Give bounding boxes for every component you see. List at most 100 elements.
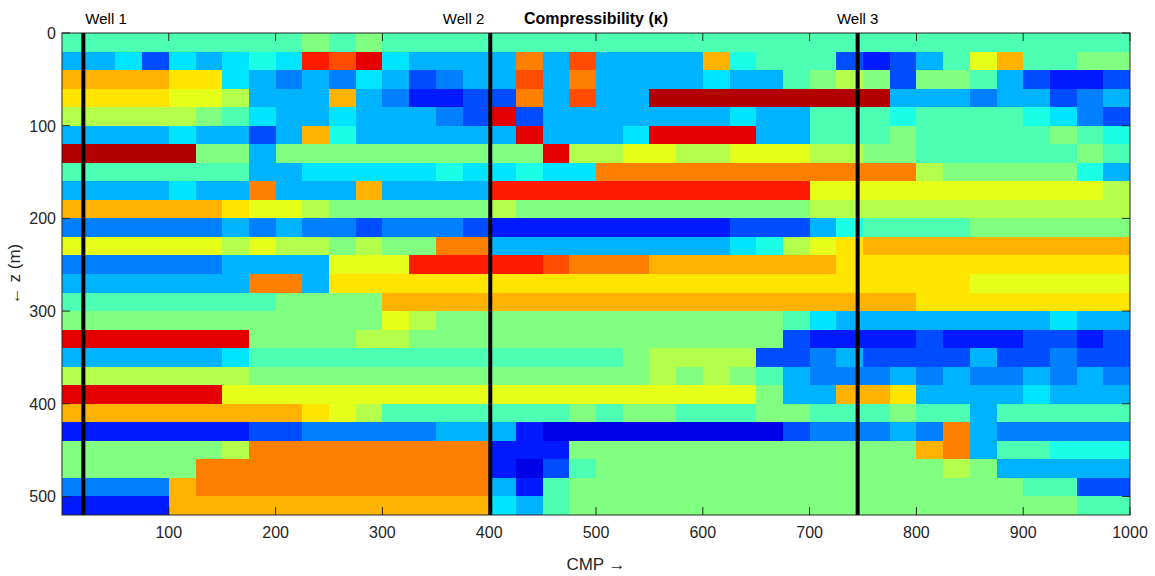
heatmap-cell — [863, 330, 890, 349]
heatmap-cell — [222, 367, 249, 386]
heatmap-cell — [756, 478, 783, 497]
heatmap-cell — [596, 144, 623, 163]
heatmap-cell — [382, 367, 409, 386]
heatmap-cell — [596, 200, 623, 219]
heatmap-cell — [890, 293, 917, 312]
heatmap-cell — [596, 385, 623, 404]
heatmap-cell — [1050, 200, 1077, 219]
heatmap-cell — [356, 70, 383, 89]
heatmap-cell — [623, 33, 650, 52]
heatmap-cell — [115, 52, 142, 71]
heatmap-cell — [863, 478, 890, 497]
x-tick-top — [916, 33, 917, 41]
heatmap-cell — [890, 89, 917, 108]
heatmap-cell — [676, 181, 703, 200]
x-tick — [809, 507, 810, 515]
heatmap-cell — [169, 274, 196, 293]
heatmap-cell — [276, 385, 303, 404]
heatmap-cell — [1077, 237, 1104, 256]
heatmap-cell — [756, 218, 783, 237]
heatmap-cell — [1050, 348, 1077, 367]
y-tick-label: 200 — [29, 210, 56, 227]
heatmap-cell — [169, 126, 196, 145]
heatmap-cell — [1077, 33, 1104, 52]
heatmap-cell — [703, 200, 730, 219]
heatmap-cell — [89, 237, 116, 256]
heatmap-cell — [276, 404, 303, 423]
heatmap-cell — [302, 107, 329, 126]
heatmap-cell — [916, 107, 943, 126]
heatmap-cell — [703, 348, 730, 367]
heatmap-cell — [382, 52, 409, 71]
heatmap-cell — [703, 293, 730, 312]
heatmap-cell — [703, 70, 730, 89]
heatmap-cell — [356, 181, 383, 200]
heatmap-cell — [703, 367, 730, 386]
heatmap-cell — [89, 218, 116, 237]
heatmap-cell — [1050, 293, 1077, 312]
heatmap-cell — [489, 441, 516, 460]
heatmap-cell — [409, 52, 436, 71]
heatmap-cell — [409, 404, 436, 423]
heatmap-cell — [676, 126, 703, 145]
heatmap-cell — [222, 126, 249, 145]
heatmap-cell — [1103, 385, 1130, 404]
heatmap-cell — [1103, 255, 1130, 274]
heatmap-cell — [1050, 274, 1077, 293]
heatmap-cell — [703, 126, 730, 145]
heatmap-cell — [409, 181, 436, 200]
heatmap-cell — [329, 478, 356, 497]
heatmap-cell — [916, 348, 943, 367]
heatmap-cell — [409, 459, 436, 478]
heatmap-cell — [329, 385, 356, 404]
heatmap-cell — [756, 404, 783, 423]
heatmap-cell — [409, 496, 436, 515]
heatmap-cell — [1023, 274, 1050, 293]
heatmap-cell — [1077, 200, 1104, 219]
y-tick — [62, 218, 70, 219]
heatmap-cell — [703, 144, 730, 163]
heatmap-cell — [649, 107, 676, 126]
heatmap-cell — [1077, 422, 1104, 441]
heatmap-cell — [863, 163, 890, 182]
heatmap-cell — [943, 144, 970, 163]
heatmap-cell — [943, 441, 970, 460]
heatmap-cell — [1050, 33, 1077, 52]
heatmap-cell — [436, 330, 463, 349]
heatmap-cell — [356, 293, 383, 312]
heatmap-cell — [916, 126, 943, 145]
heatmap-cell — [943, 311, 970, 330]
heatmap-cell — [890, 385, 917, 404]
heatmap-cell — [970, 218, 997, 237]
x-tick — [489, 507, 490, 515]
heatmap-cell — [1077, 293, 1104, 312]
heatmap-cell — [756, 330, 783, 349]
heatmap-cell — [1103, 237, 1130, 256]
heatmap-cell — [489, 459, 516, 478]
heatmap-cell — [1103, 330, 1130, 349]
y-tick — [62, 125, 70, 126]
heatmap-cell — [783, 181, 810, 200]
heatmap-cell — [489, 311, 516, 330]
heatmap-cell — [1023, 126, 1050, 145]
heatmap-cell — [970, 163, 997, 182]
heatmap-cell — [596, 311, 623, 330]
heatmap-cell — [783, 107, 810, 126]
heatmap-cell — [169, 163, 196, 182]
heatmap-cell — [329, 200, 356, 219]
heatmap-cell — [142, 330, 169, 349]
heatmap-cell — [89, 89, 116, 108]
heatmap-cell — [596, 404, 623, 423]
heatmap-cell — [1077, 274, 1104, 293]
heatmap-cell — [1103, 70, 1130, 89]
heatmap-cell — [730, 422, 757, 441]
heatmap-cell — [1077, 367, 1104, 386]
heatmap-cell — [810, 311, 837, 330]
heatmap-cell — [89, 255, 116, 274]
heatmap-cell — [730, 89, 757, 108]
heatmap-cell — [489, 218, 516, 237]
heatmap-cell — [676, 478, 703, 497]
heatmap-cell — [196, 33, 223, 52]
heatmap-cell — [409, 107, 436, 126]
heatmap-cell — [463, 459, 490, 478]
